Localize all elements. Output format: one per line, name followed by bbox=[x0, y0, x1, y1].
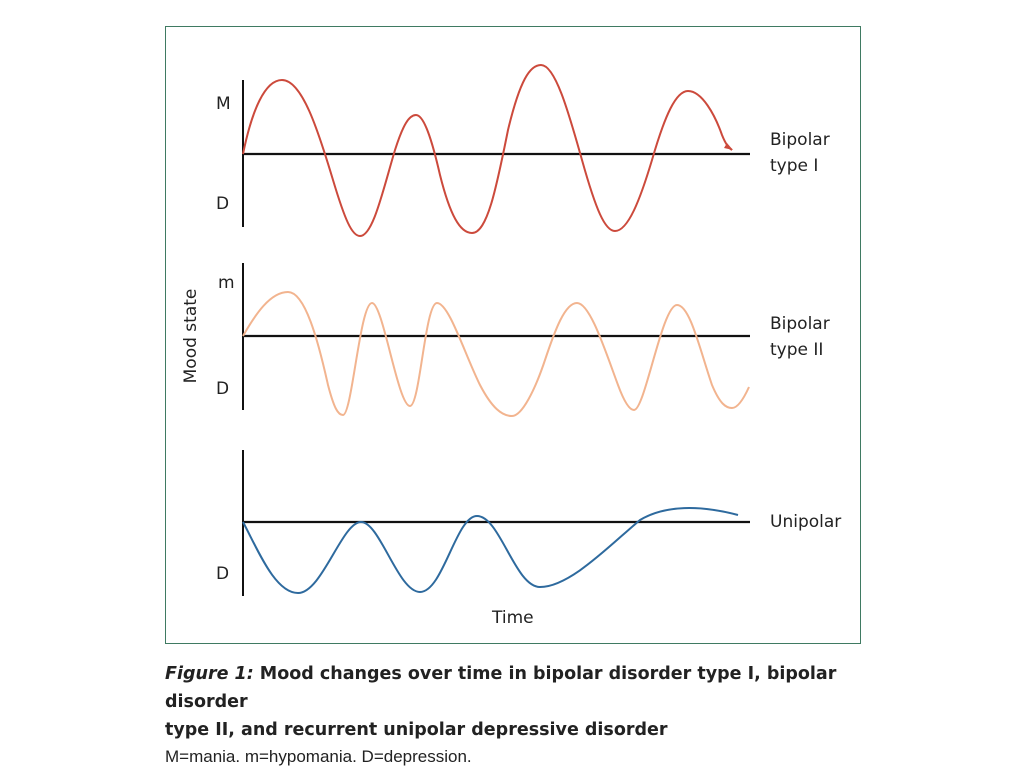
panel-3-name-line-1: Unipolar bbox=[770, 512, 842, 532]
panel-1-lower-label: D bbox=[216, 194, 230, 214]
panel-1-name-line-2: type I bbox=[770, 156, 819, 176]
panel-2-lower-label: D bbox=[216, 379, 230, 399]
caption-title-line-2: type II, and recurrent unipolar depressi… bbox=[165, 720, 668, 740]
panel-3-name: Unipolar bbox=[770, 509, 841, 535]
figure-caption: Figure 1: Mood changes over time in bipo… bbox=[165, 660, 885, 770]
panel-unipolar bbox=[242, 450, 750, 596]
panel-bipolar-type-1 bbox=[242, 63, 750, 238]
panel-3-lower-label: D bbox=[216, 564, 230, 584]
figure-frame bbox=[165, 26, 861, 644]
panel-2-name-line-2: type II bbox=[770, 340, 824, 360]
panel-bipolar-type-2 bbox=[242, 263, 750, 418]
mood-curve-unipolar bbox=[242, 507, 739, 595]
caption-title-part-1: Mood changes over time in bipolar disord… bbox=[165, 664, 837, 712]
caption-note: M=mania. m=hypomania. D=depression. bbox=[165, 747, 472, 766]
panel-2-upper-label: m bbox=[218, 273, 235, 293]
caption-title-line-1: Figure 1: Mood changes over time in bipo… bbox=[165, 660, 885, 716]
arrowhead-panel-1 bbox=[724, 143, 733, 150]
panel-1-name: Bipolar type I bbox=[770, 127, 830, 179]
mood-curve-bipolar-type-2 bbox=[242, 290, 750, 418]
y-axis-label: Mood state bbox=[181, 288, 201, 384]
x-axis-label: Time bbox=[492, 608, 534, 628]
panel-2-name: Bipolar type II bbox=[770, 311, 830, 363]
caption-figure-ref: Figure 1: bbox=[165, 664, 254, 684]
panel-1-name-line-1: Bipolar bbox=[770, 130, 830, 150]
panel-1-upper-label: M bbox=[216, 94, 231, 114]
panel-2-name-line-1: Bipolar bbox=[770, 314, 830, 334]
mood-curve-bipolar-type-1 bbox=[242, 63, 733, 238]
